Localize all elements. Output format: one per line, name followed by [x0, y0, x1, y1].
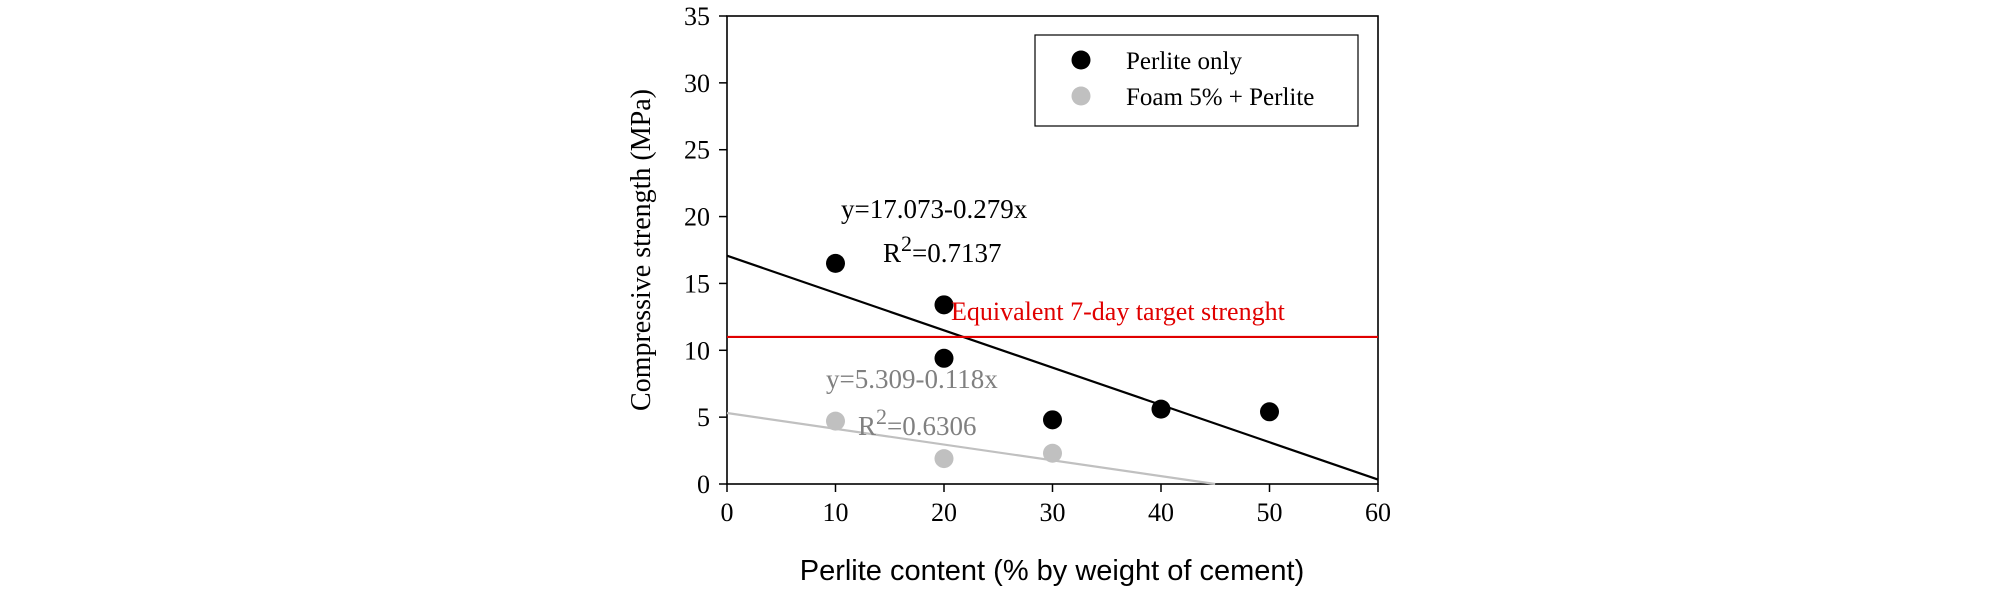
y-tick-label: 30: [684, 69, 710, 98]
reference-line-label: Equivalent 7-day target strenght: [951, 297, 1286, 326]
legend-marker-foam: [1071, 86, 1091, 106]
axis-ticks: 0 10 20 30 40 50 60 0 5 10 15 20 25 30 35: [684, 2, 1391, 527]
x-tick-label: 10: [823, 498, 849, 527]
fit-equation-foam: y=5.309-0.118x: [826, 364, 998, 394]
x-tick-label: 20: [931, 498, 957, 527]
y-tick-label: 0: [697, 470, 710, 499]
fit-r2-foam: R2=0.6306: [858, 404, 977, 441]
data-point-foam: [934, 449, 954, 469]
legend-box: [1034, 34, 1359, 127]
data-point-perlite: [1151, 399, 1171, 419]
trend-line-foam: [726, 411, 1216, 486]
fit-equation-perlite: y=17.073-0.279x: [841, 194, 1028, 224]
x-tick-label: 40: [1148, 498, 1174, 527]
y-axis-title: Compressive strength (MPa): [626, 89, 657, 411]
data-point-perlite: [934, 348, 954, 368]
data-point-perlite: [826, 253, 845, 273]
y-tick-label: 15: [684, 269, 710, 298]
data-point-foam: [826, 411, 845, 431]
x-tick-label: 60: [1365, 498, 1391, 527]
legend-label-perlite: Perlite only: [1126, 48, 1242, 75]
y-tick-label: 20: [684, 203, 710, 232]
x-axis-title: Perlite content (% by weight of cement): [800, 555, 1305, 587]
y-tick-label: 5: [697, 403, 710, 432]
legend: Perlite only Foam 5% + Perlite: [1034, 34, 1359, 127]
data-point-perlite: [1260, 402, 1279, 422]
y-tick-label: 35: [684, 2, 710, 31]
y-tick-label: 10: [684, 336, 710, 365]
y-tick-label: 25: [684, 136, 710, 165]
x-tick-label: 50: [1257, 498, 1283, 527]
fit-r2-perlite: R2=0.7137: [883, 231, 1002, 268]
data-point-foam: [1043, 443, 1062, 463]
trend-lines: [726, 254, 1379, 486]
x-tick-label: 0: [721, 498, 734, 527]
legend-label-foam: Foam 5% + Perlite: [1126, 84, 1314, 111]
trend-line-perlite: [726, 254, 1379, 481]
data-point-perlite: [1043, 410, 1062, 430]
data-points: [826, 253, 1279, 469]
x-tick-label: 30: [1040, 498, 1066, 527]
legend-marker-perlite: [1071, 50, 1091, 70]
data-point-perlite: [934, 295, 954, 315]
